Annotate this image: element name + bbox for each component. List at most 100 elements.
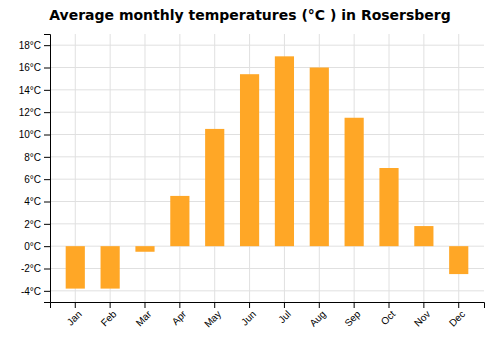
x-tick-mark: [423, 302, 424, 308]
x-tick-label: Jan: [65, 308, 84, 327]
y-tick-label: -2°C: [21, 263, 41, 274]
x-tick-mark: [110, 302, 111, 308]
x-tick: Jan: [65, 302, 84, 328]
x-tick-label: Sep: [342, 308, 363, 329]
x-tick-label: May: [202, 308, 223, 329]
y-tick: 2°C: [24, 219, 50, 230]
y-tick: -4°C: [21, 286, 50, 297]
y-tick-mark: [44, 224, 50, 225]
y-grid-line: [50, 156, 484, 157]
bar: [101, 246, 120, 288]
y-tick: -2°C: [21, 263, 50, 274]
x-tick-label: Oct: [379, 308, 398, 327]
bars: [66, 56, 469, 288]
y-grid-line: [50, 179, 484, 180]
y-tick-label: 4°C: [24, 196, 41, 207]
x-tick-mark: [144, 302, 145, 308]
y-grid-line: [50, 89, 484, 90]
grid: [50, 34, 484, 302]
y-tick-label: 8°C: [24, 152, 41, 163]
x-tick: Jun: [239, 302, 258, 328]
y-tick: 14°C: [19, 85, 50, 96]
y-tick-label: 18°C: [19, 40, 41, 51]
bar: [66, 246, 85, 288]
y-tick-mark: [44, 112, 50, 113]
x-tick-mark: [75, 302, 76, 308]
x-grid-line: [423, 34, 424, 302]
bar: [275, 56, 294, 246]
y-tick: 18°C: [19, 40, 50, 51]
x-tick: Apr: [170, 302, 189, 327]
y-tick-label: 16°C: [19, 62, 41, 73]
y-tick: 6°C: [24, 174, 50, 185]
bar: [310, 68, 329, 247]
x-tick-mark: [214, 302, 215, 308]
y-tick-label: 10°C: [19, 129, 41, 140]
x-tick-mark: [284, 302, 285, 308]
y-tick: 12°C: [19, 107, 50, 118]
bar: [240, 74, 259, 246]
chart-svg: Average monthly temperatures (°C ) in Ro…: [0, 0, 500, 350]
y-tick-mark: [44, 45, 50, 46]
x-tick-label: Feb: [99, 308, 119, 328]
x-tick: May: [202, 302, 223, 330]
bar: [379, 168, 398, 246]
y-tick-mark: [44, 202, 50, 203]
x-tick: Mar: [134, 302, 154, 328]
y-tick-mark: [44, 135, 50, 136]
x-tick-label: Jul: [276, 308, 293, 325]
x-tick-mark: [179, 302, 180, 308]
y-grid-line: [50, 134, 484, 135]
x-tick-label: Aug: [307, 308, 327, 328]
y-tick-label: 2°C: [24, 219, 41, 230]
y-tick-mark: [44, 246, 50, 247]
chart-container: Average monthly temperatures (°C ) in Ro…: [0, 0, 500, 350]
y-axis-line: [44, 35, 51, 303]
y-grid-line: [50, 112, 484, 113]
y-grid-line: [50, 223, 484, 224]
x-tick: Sep: [342, 302, 363, 329]
bar: [170, 196, 189, 246]
x-tick-mark: [354, 302, 355, 308]
y-tick-mark: [44, 179, 50, 180]
x-tick: Feb: [99, 302, 119, 328]
y-tick-label: 12°C: [19, 107, 41, 118]
y-grid-line: [50, 45, 484, 46]
y-tick-mark: [44, 68, 50, 69]
y-tick-mark: [44, 157, 50, 158]
y-tick-mark: [44, 90, 50, 91]
x-grid-line: [179, 34, 180, 302]
y-tick: 16°C: [19, 62, 50, 73]
y-tick-mark: [44, 269, 50, 270]
bar: [205, 129, 224, 246]
bar: [135, 246, 154, 252]
x-tick: Oct: [379, 302, 398, 327]
y-grid-line: [50, 67, 484, 68]
y-tick: 8°C: [24, 152, 50, 163]
y-grid-line: [50, 201, 484, 202]
x-tick: Aug: [307, 302, 327, 329]
x-tick-mark: [389, 302, 390, 308]
x-grid-line: [144, 34, 145, 302]
y-tick-label: 6°C: [24, 174, 41, 185]
title: Average monthly temperatures (°C ) in Ro…: [49, 7, 451, 23]
x-tick-mark: [319, 302, 320, 308]
plot: -4°C -2°C 0°C 2°C 4°C 6°C 8°C 10°C 12°C 14°C 16°C 1…: [19, 34, 485, 330]
y-grid-line: [50, 290, 484, 291]
y-tick-label: 14°C: [19, 85, 41, 96]
x-axis-line: [51, 303, 485, 309]
x-axis: Jan Feb Mar Apr May Jun Jul Aug Sep Oct Nov Dec: [51, 302, 485, 330]
y-axis: -4°C -2°C 0°C 2°C 4°C 6°C 8°C 10°C 12°C 14°C 16°C 1…: [19, 35, 51, 303]
y-tick: 4°C: [24, 196, 50, 207]
y-tick: 0°C: [24, 241, 50, 252]
bar: [449, 246, 468, 274]
x-tick-mark: [458, 302, 459, 308]
x-tick-mark: [249, 302, 250, 308]
x-tick: Dec: [447, 302, 467, 329]
bar: [414, 226, 433, 246]
y-tick-label: 0°C: [24, 241, 41, 252]
x-tick: Nov: [412, 302, 432, 329]
y-tick-label: -4°C: [21, 286, 41, 297]
bar: [345, 118, 364, 246]
x-tick-label: Nov: [412, 308, 432, 328]
